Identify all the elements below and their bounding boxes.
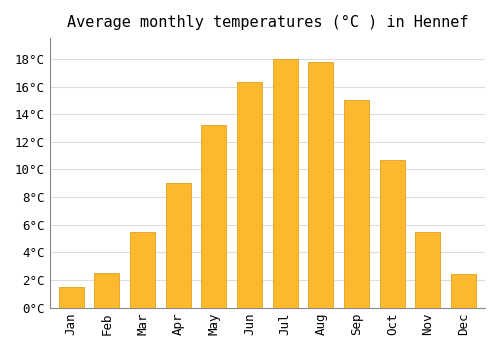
Title: Average monthly temperatures (°C ) in Hennef: Average monthly temperatures (°C ) in He…: [66, 15, 468, 30]
Bar: [130, 232, 155, 308]
Bar: [94, 273, 120, 308]
Bar: [273, 59, 297, 308]
Bar: [308, 62, 334, 308]
Bar: [59, 287, 84, 308]
Bar: [344, 100, 369, 308]
Bar: [416, 232, 440, 308]
Bar: [166, 183, 190, 308]
Bar: [380, 160, 404, 308]
Bar: [451, 274, 476, 308]
Bar: [237, 82, 262, 308]
Bar: [202, 125, 226, 308]
